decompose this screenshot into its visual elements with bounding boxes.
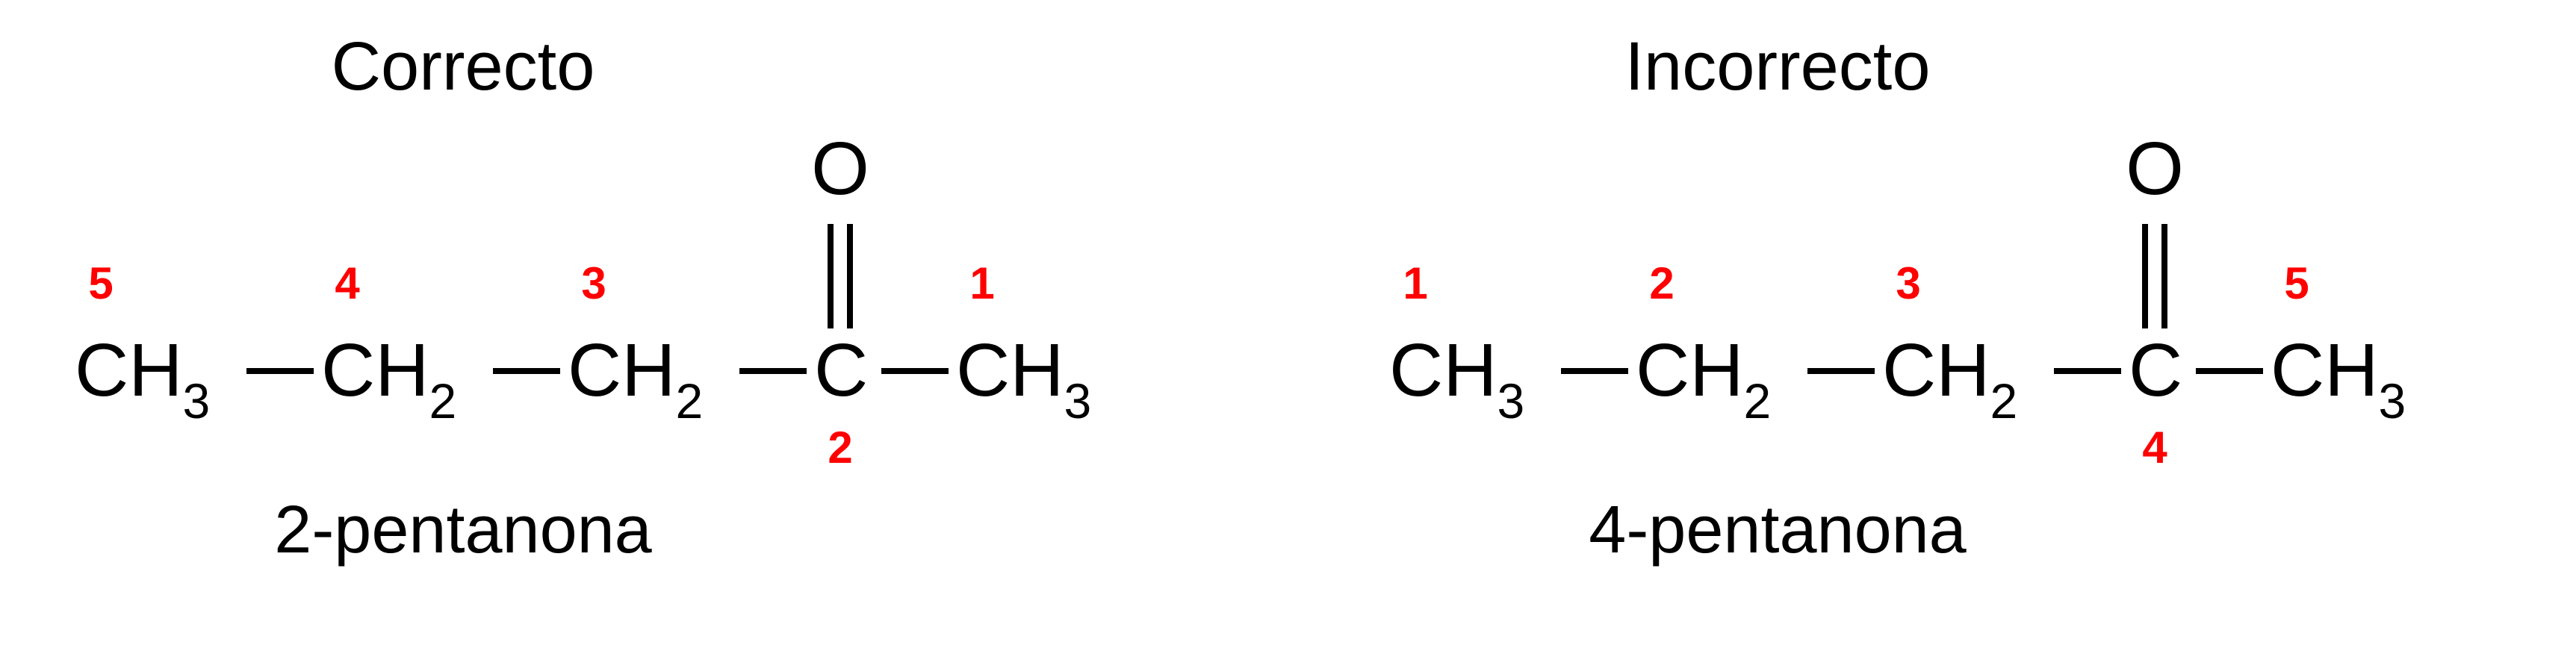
- oxygen-atom: O: [2126, 127, 2184, 211]
- atom-group: C: [814, 328, 868, 412]
- atom-group: CH3: [956, 328, 1091, 429]
- atom-group: CH2: [568, 328, 703, 429]
- carbon-number: 3: [1896, 258, 1920, 308]
- carbon-number: 3: [581, 258, 606, 308]
- atom-group: CH3: [2271, 328, 2406, 429]
- atom-group: CH2: [1882, 328, 2017, 429]
- carbon-number: 1: [969, 258, 994, 308]
- incorrect-compound-name: 4-pentanona: [1589, 493, 1967, 567]
- atom-group: CH2: [1636, 328, 1771, 429]
- carbon-number: 5: [2284, 258, 2309, 308]
- carbon-number: 2: [1649, 258, 1674, 308]
- incorrect-title: Incorrecto: [1624, 28, 1930, 105]
- carbon-number: 4: [335, 258, 360, 308]
- carbon-number: 4: [2142, 423, 2167, 473]
- carbon-number: 1: [1403, 258, 1427, 308]
- carbon-number: 2: [828, 423, 852, 473]
- chemistry-diagram: Correcto 2-pentanona CH3 5 CH2 4 CH2 3 C 2 O CH3 1 In…: [0, 0, 2576, 645]
- atom-group: C: [2129, 328, 2182, 412]
- atom-group: CH3: [1389, 328, 1524, 429]
- oxygen-atom: O: [811, 127, 869, 211]
- carbon-number: 5: [88, 258, 113, 308]
- atom-group: CH3: [75, 328, 210, 429]
- atom-group: CH2: [321, 328, 456, 429]
- correct-title: Correcto: [332, 28, 595, 105]
- correct-compound-name: 2-pentanona: [274, 493, 652, 567]
